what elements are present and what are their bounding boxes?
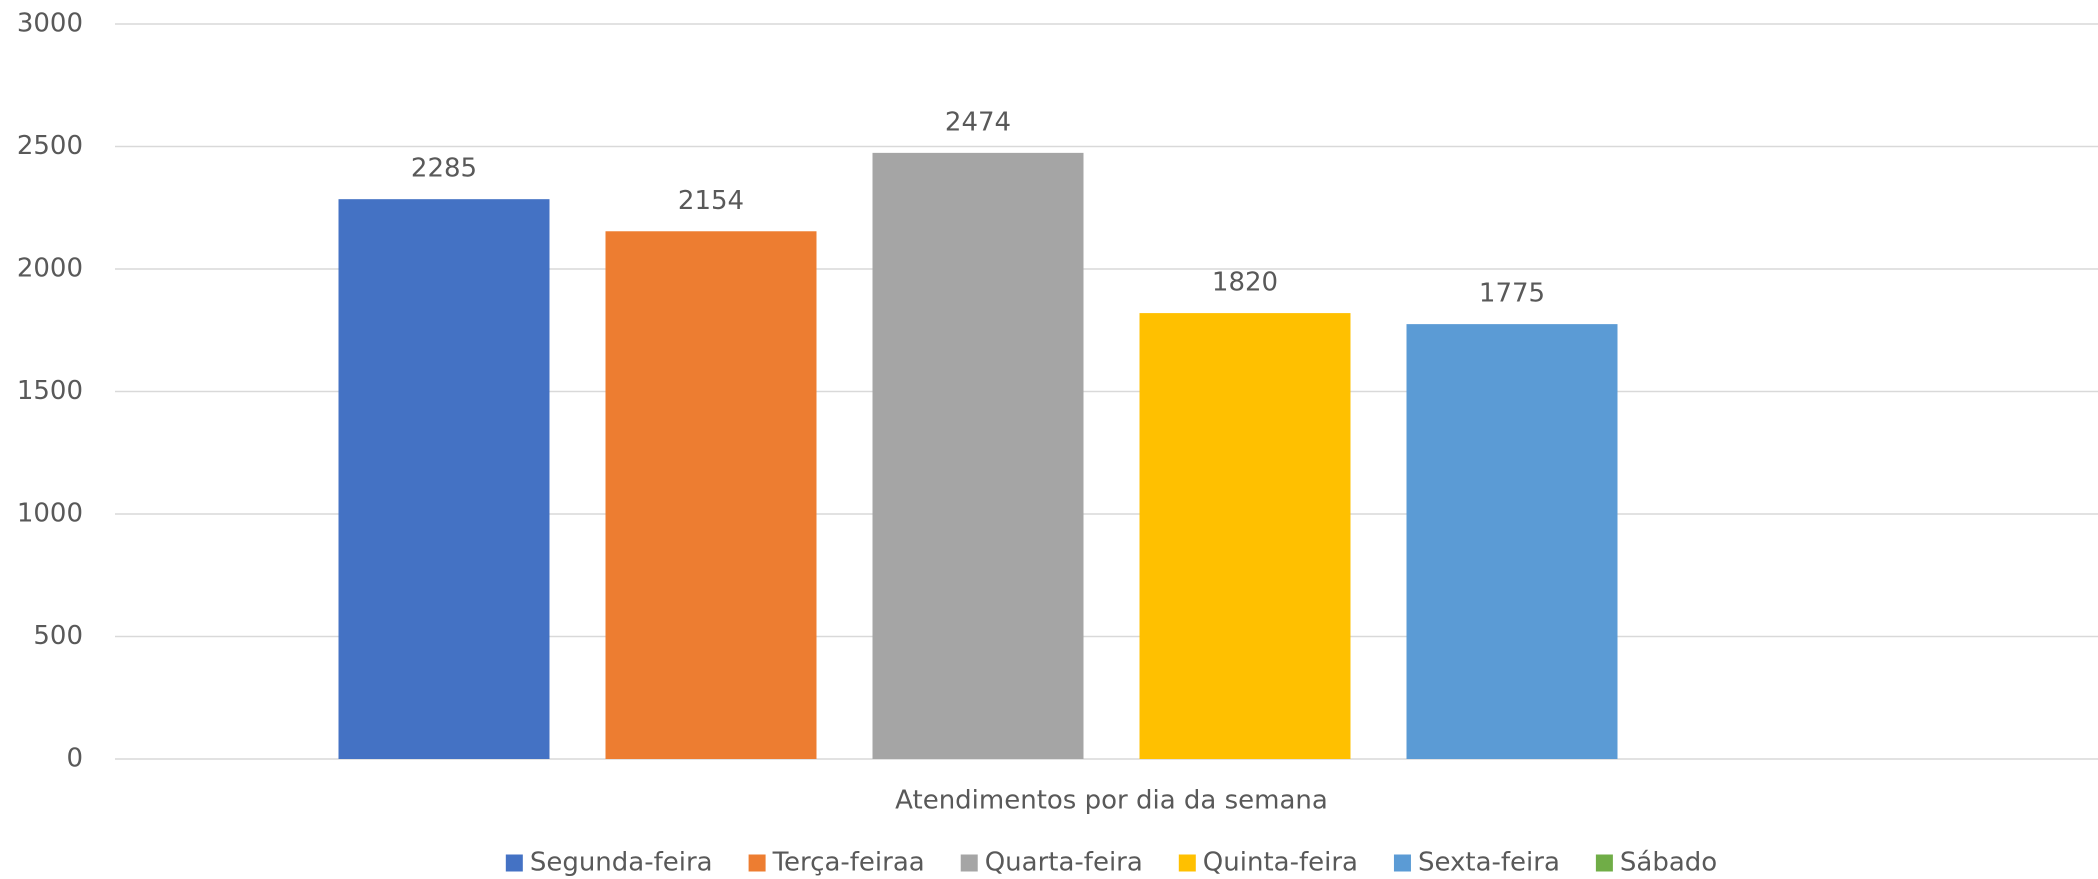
y-tick-label: 500 bbox=[33, 621, 83, 651]
legend-label: Terça-feiraa bbox=[772, 848, 925, 878]
x-tick-label: Atendimentos por dia da semana bbox=[895, 786, 1328, 816]
data-label: 1820 bbox=[1212, 268, 1278, 298]
legend-label: Quarta-feira bbox=[985, 848, 1143, 878]
legend-swatch bbox=[505, 854, 523, 872]
bar bbox=[1406, 324, 1618, 759]
legend-swatch bbox=[1178, 854, 1196, 872]
y-tick-label: 1500 bbox=[17, 376, 83, 406]
y-tick-label: 2500 bbox=[17, 131, 83, 161]
y-tick-label: 2000 bbox=[17, 254, 83, 284]
legend-label: Quinta-feira bbox=[1203, 848, 1358, 878]
legend-label: Sexta-feira bbox=[1418, 848, 1560, 878]
legend-swatch bbox=[1595, 854, 1613, 872]
data-label: 1775 bbox=[1479, 279, 1545, 309]
bar bbox=[1139, 313, 1351, 759]
data-label: 2474 bbox=[945, 107, 1011, 137]
bar bbox=[872, 152, 1084, 759]
y-tick-label: 0 bbox=[66, 744, 83, 774]
legend-swatch bbox=[960, 854, 978, 872]
legend-swatch bbox=[1393, 854, 1411, 872]
y-tick-label: 1000 bbox=[17, 499, 83, 529]
legend-label: Segunda-feira bbox=[530, 848, 713, 878]
data-label: 2154 bbox=[678, 186, 744, 216]
bar bbox=[338, 199, 550, 760]
legend-swatch bbox=[748, 854, 766, 872]
legend-label: Sábado bbox=[1620, 848, 1717, 878]
bar bbox=[605, 231, 817, 759]
data-label: 2285 bbox=[411, 154, 477, 184]
y-tick-label: 3000 bbox=[17, 9, 83, 39]
